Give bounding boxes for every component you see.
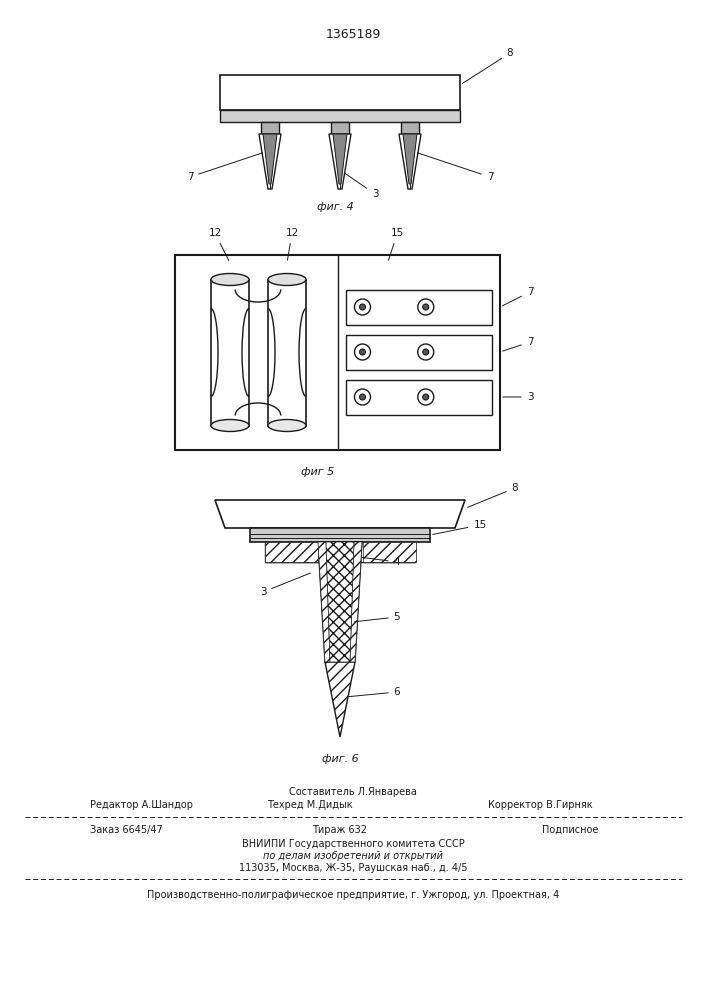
Text: 7: 7 <box>503 337 533 351</box>
Text: 4: 4 <box>362 557 400 567</box>
Text: фиг. 6: фиг. 6 <box>322 754 358 764</box>
Text: 7: 7 <box>418 153 493 182</box>
Text: 3: 3 <box>259 573 310 597</box>
Polygon shape <box>326 542 354 662</box>
Polygon shape <box>318 542 362 662</box>
Text: 12: 12 <box>209 228 229 261</box>
Text: 6: 6 <box>348 687 400 697</box>
Bar <box>331 122 349 134</box>
Circle shape <box>354 344 370 360</box>
Text: 5: 5 <box>355 612 400 622</box>
Polygon shape <box>259 134 281 189</box>
Polygon shape <box>403 134 417 184</box>
Bar <box>401 122 419 134</box>
Text: 15: 15 <box>433 520 486 534</box>
Text: ВНИИПИ Государственного комитета СССР: ВНИИПИ Государственного комитета СССР <box>242 839 464 849</box>
Text: 7: 7 <box>503 287 533 306</box>
Circle shape <box>359 394 366 400</box>
Text: 12: 12 <box>286 228 298 260</box>
Bar <box>346 290 492 325</box>
Text: Редактор А.Шандор: Редактор А.Шандор <box>90 800 193 810</box>
Text: Составитель Л.Январева: Составитель Л.Январева <box>289 787 417 797</box>
Circle shape <box>359 304 366 310</box>
Bar <box>268 279 306 426</box>
Polygon shape <box>333 134 347 184</box>
Circle shape <box>423 304 428 310</box>
Text: по делам изобретений и открытий: по делам изобретений и открытий <box>263 851 443 861</box>
Text: Корректор В.Гирняк: Корректор В.Гирняк <box>488 800 592 810</box>
Bar <box>261 122 279 134</box>
Polygon shape <box>329 134 351 189</box>
Text: Подписное: Подписное <box>542 825 598 835</box>
Bar <box>265 542 318 562</box>
Text: фиг. 4: фиг. 4 <box>317 202 354 212</box>
Bar <box>220 75 460 110</box>
Ellipse shape <box>211 420 249 432</box>
Text: 8: 8 <box>467 483 518 507</box>
Circle shape <box>418 299 434 315</box>
Bar <box>250 528 430 542</box>
Bar <box>363 542 416 562</box>
Circle shape <box>423 349 428 355</box>
Polygon shape <box>325 662 355 737</box>
Polygon shape <box>318 542 330 662</box>
Text: Техред М.Дидык: Техред М.Дидык <box>267 800 353 810</box>
Bar <box>175 255 500 450</box>
Text: 113035, Москва, Ж-35, Раушская наб., д. 4/5: 113035, Москва, Ж-35, Раушская наб., д. … <box>239 863 467 873</box>
Polygon shape <box>399 134 421 189</box>
Ellipse shape <box>211 273 249 286</box>
Polygon shape <box>263 134 277 184</box>
Bar <box>220 110 460 122</box>
Bar <box>346 380 492 415</box>
Text: фиг 5: фиг 5 <box>301 467 334 477</box>
Bar <box>211 279 249 426</box>
Circle shape <box>354 299 370 315</box>
Text: Заказ 6645/47: Заказ 6645/47 <box>90 825 163 835</box>
Text: Тираж 632: Тираж 632 <box>312 825 368 835</box>
Bar <box>346 335 492 370</box>
Text: 3: 3 <box>345 174 378 199</box>
Ellipse shape <box>268 420 306 432</box>
Circle shape <box>354 389 370 405</box>
Text: 7: 7 <box>187 153 262 182</box>
Bar <box>265 542 415 562</box>
Ellipse shape <box>268 273 306 286</box>
Polygon shape <box>350 542 362 662</box>
Text: 8: 8 <box>462 48 513 84</box>
Text: Производственно-полиграфическое предприятие, г. Ужгород, ул. Проектная, 4: Производственно-полиграфическое предприя… <box>147 890 559 900</box>
Circle shape <box>418 344 434 360</box>
Polygon shape <box>215 500 465 528</box>
Circle shape <box>359 349 366 355</box>
Circle shape <box>418 389 434 405</box>
Text: 15: 15 <box>388 228 404 260</box>
Circle shape <box>423 394 428 400</box>
Text: 3: 3 <box>503 392 533 402</box>
Text: 1365189: 1365189 <box>325 28 380 41</box>
